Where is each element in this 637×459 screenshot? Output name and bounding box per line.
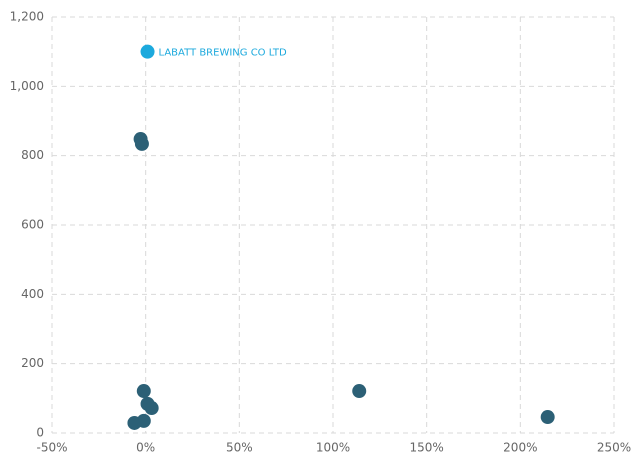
- y-tick-label: 400: [21, 287, 44, 301]
- point: [352, 384, 367, 399]
- point: [140, 44, 155, 59]
- point: [144, 401, 159, 416]
- y-tick-label: 1,000: [10, 79, 44, 93]
- x-tick-label: 150%: [410, 441, 444, 455]
- y-tick-label: 0: [36, 426, 44, 440]
- x-tick-label: 50%: [226, 441, 253, 455]
- y-tick-label: 200: [21, 356, 44, 370]
- point: [134, 136, 149, 151]
- y-tick-label: 600: [21, 218, 44, 232]
- x-tick-label: 250%: [597, 441, 631, 455]
- x-tick-label: 100%: [316, 441, 350, 455]
- x-tick-label: 0%: [136, 441, 155, 455]
- x-tick-label: 200%: [503, 441, 537, 455]
- point: [136, 413, 151, 428]
- y-tick-label: 1,200: [10, 10, 44, 24]
- x-tick-label: -50%: [36, 441, 67, 455]
- point: [136, 384, 151, 399]
- point: [540, 410, 555, 425]
- y-tick-label: 800: [21, 148, 44, 162]
- point-label: LABATT BREWING CO LTD: [159, 48, 287, 59]
